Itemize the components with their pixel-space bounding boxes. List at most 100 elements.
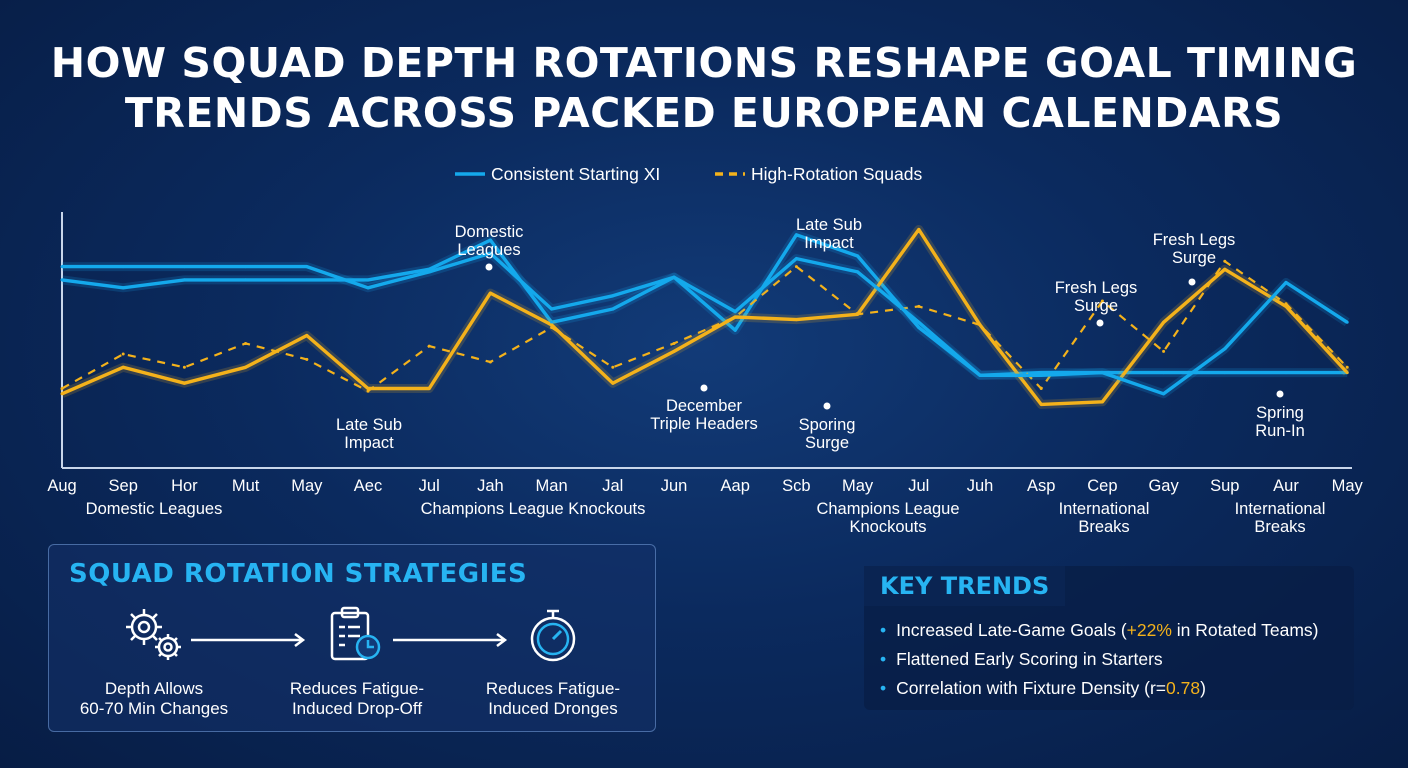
data-point <box>550 323 554 327</box>
data-point <box>121 352 125 356</box>
x-tick-label: Sup <box>1210 477 1239 495</box>
legend-label-1: High-Rotation Squads <box>751 164 922 184</box>
trend-text: ) <box>1200 678 1206 698</box>
trend-text: in Rotated Teams) <box>1171 620 1319 640</box>
data-point <box>672 349 676 353</box>
x-tick-label: Scb <box>782 477 810 495</box>
data-point <box>917 228 921 231</box>
x-tick-label: Jah <box>477 477 504 495</box>
data-point <box>488 360 492 364</box>
strategy-step-2: Reduces Fatigue- Induced Drop-Off <box>267 605 447 719</box>
strategy-step-1: Depth Allows 60-70 Min Changes <box>69 605 239 719</box>
x-tick-label: Jul <box>908 477 929 495</box>
data-point <box>1284 302 1288 306</box>
series-glow-1 <box>60 225 1351 409</box>
data-point <box>1039 387 1043 390</box>
trend-text: Increased Late-Game Goals ( <box>896 620 1127 640</box>
x-tick-label: May <box>842 477 874 495</box>
data-point <box>794 265 798 269</box>
data-point <box>366 278 370 282</box>
data-point <box>1039 371 1043 375</box>
data-point <box>488 291 492 295</box>
data-point <box>856 254 860 258</box>
data-point <box>794 257 798 261</box>
trend-item: • Flattened Early Scoring in Starters <box>880 645 1318 674</box>
annotation-label-6: Fresh Legs <box>1153 231 1236 249</box>
data-point <box>182 365 186 369</box>
data-point <box>182 381 186 385</box>
data-point <box>733 328 737 332</box>
arrow-icon <box>191 633 306 647</box>
x-tick-label: Mut <box>232 477 260 495</box>
data-point <box>1223 259 1227 263</box>
period-label-2: Champions League <box>816 500 959 518</box>
data-point <box>182 278 186 282</box>
annotation-marker <box>485 263 493 271</box>
x-tick-label: Jul <box>419 477 440 495</box>
data-point <box>856 312 860 316</box>
annotation-marker <box>1096 319 1104 327</box>
data-point <box>60 387 64 390</box>
period-labels: Domestic Leagues Champions League Knockou… <box>86 500 1326 536</box>
data-point <box>978 323 982 327</box>
data-point <box>1162 320 1166 324</box>
trend-text: Flattened Early Scoring in Starters <box>896 649 1163 669</box>
data-point <box>794 233 798 237</box>
annotation-label-5: Fresh Legs <box>1055 279 1138 297</box>
annotation-label-7: Run-In <box>1255 422 1305 440</box>
data-point <box>1162 392 1166 396</box>
data-point <box>856 270 860 274</box>
data-point <box>305 265 309 269</box>
chart-series <box>60 225 1351 409</box>
data-point <box>550 326 554 330</box>
data-point <box>121 365 125 369</box>
data-point <box>611 381 615 385</box>
data-point <box>1345 365 1349 369</box>
period-label-0: Domestic Leagues <box>86 500 223 518</box>
annotation-label-4: Surge <box>805 434 849 452</box>
period-label-4: Breaks <box>1254 518 1305 536</box>
series-line-3 <box>62 251 1349 396</box>
data-point <box>978 373 982 377</box>
clipboard-clock-icon <box>330 606 381 661</box>
x-tick-label: May <box>291 477 323 495</box>
strategy-step-3: Reduces Fatigue- Induced Dronges <box>463 605 643 719</box>
data-point <box>1100 400 1104 404</box>
data-point <box>1100 371 1104 375</box>
key-trends-list: • Increased Late-Game Goals (+22% in Rota… <box>880 616 1318 703</box>
data-point <box>305 357 309 361</box>
period-label-3: Breaks <box>1078 518 1129 536</box>
gears-icon <box>126 609 181 660</box>
data-point <box>1345 320 1349 324</box>
arrow-icon <box>393 633 508 647</box>
trend-highlight: 0.78 <box>1166 678 1201 698</box>
data-point <box>1284 281 1288 284</box>
data-point <box>121 265 125 269</box>
data-point <box>366 389 370 393</box>
data-point <box>1223 371 1227 375</box>
data-point <box>427 270 431 274</box>
stopwatch-icon <box>530 609 576 662</box>
period-label-4: International <box>1235 500 1326 518</box>
data-point <box>244 278 248 282</box>
bullet-icon: • <box>880 649 887 669</box>
data-point <box>917 320 921 324</box>
series-line-0 <box>61 233 1348 377</box>
data-point <box>60 392 64 396</box>
data-point <box>305 278 309 282</box>
annotation-marker <box>1276 390 1284 398</box>
series-line-1 <box>61 227 1349 407</box>
data-point <box>60 265 64 269</box>
data-point <box>1345 371 1349 375</box>
period-label-1: Champions League Knockouts <box>421 500 646 518</box>
data-point <box>1162 371 1166 375</box>
key-trends-panel: KEY TRENDS • Increased Late-Game Goals (+… <box>864 566 1354 710</box>
data-point <box>1223 347 1227 351</box>
page-title: HOW SQUAD DEPTH ROTATIONS RESHAPE GOAL T… <box>0 38 1408 138</box>
annotation-label-2: Triple Headers <box>650 415 758 433</box>
step-1-line-2: 60-70 Min Changes <box>79 699 229 718</box>
data-point <box>488 238 492 242</box>
annotation-label-5: Surge <box>1074 297 1118 315</box>
